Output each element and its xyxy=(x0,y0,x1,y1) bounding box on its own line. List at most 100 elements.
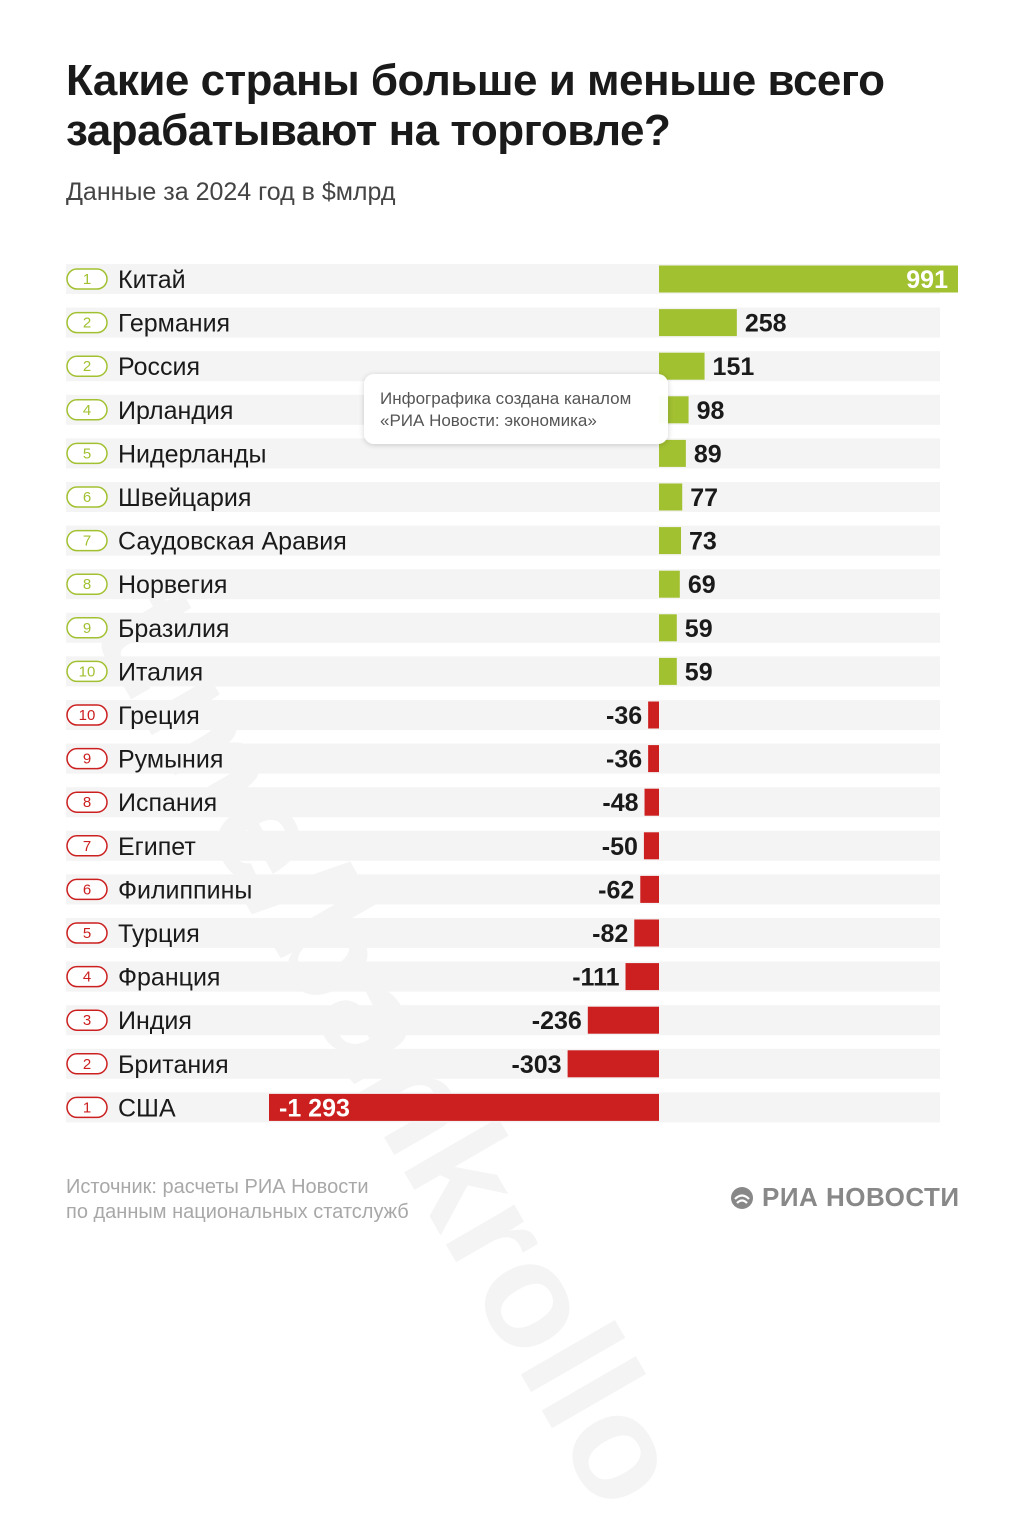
rank-badge xyxy=(66,791,108,813)
bar xyxy=(659,570,680,598)
value-label: -111 xyxy=(572,964,619,992)
bar xyxy=(659,483,683,511)
country-label: Саудовская Аравия xyxy=(118,528,347,556)
rank-badge xyxy=(66,1096,108,1119)
rank-badge xyxy=(66,1053,108,1075)
rank-number: 8 xyxy=(83,794,91,811)
bar xyxy=(640,875,659,903)
source-line-1: Источник: расчеты РИА Новости xyxy=(66,1176,369,1198)
rank-number: 2 xyxy=(83,358,91,375)
country-label: Швейцария xyxy=(118,484,251,512)
country-label: Британия xyxy=(118,1051,229,1079)
rank-number: 6 xyxy=(83,881,91,898)
rank-number: 5 xyxy=(83,925,91,942)
rank-badge xyxy=(66,704,108,726)
row-stripe xyxy=(66,830,940,861)
chart-subtitle: Данные за 2024 год в $млрд xyxy=(66,178,396,206)
source-note: Источник: расчеты РИА Новости по данным … xyxy=(66,1175,409,1225)
brand-logo[interactable]: РИА НОВОСТИ xyxy=(730,1182,960,1213)
tooltip-line-2: «РИА Новости: экономика» xyxy=(380,411,597,430)
value-label: -36 xyxy=(606,746,642,774)
rank-number: 7 xyxy=(83,533,91,550)
country-label: Бразилия xyxy=(118,615,229,643)
rank-number: 4 xyxy=(83,402,91,419)
value-label: -82 xyxy=(592,920,628,948)
bar xyxy=(659,657,677,685)
rank-badge xyxy=(66,529,108,552)
bar xyxy=(659,614,677,642)
tooltip-line-1: Инфографика создана каналом xyxy=(380,389,632,408)
country-label: Индия xyxy=(118,1007,192,1035)
value-label: 991 xyxy=(906,266,948,294)
country-label: Китай xyxy=(118,266,186,294)
rank-badge xyxy=(66,965,108,988)
rank-number: 7 xyxy=(83,838,91,855)
country-label: Испания xyxy=(118,789,217,817)
rank-badge xyxy=(66,268,108,290)
country-label: Италия xyxy=(118,658,203,686)
row-stripe xyxy=(66,569,940,600)
chart-title: Какие страны больше и меньше всего зараб… xyxy=(66,56,885,155)
rank-number: 2 xyxy=(83,1056,91,1073)
bar xyxy=(659,265,958,293)
row-stripe xyxy=(66,961,940,992)
value-label: 98 xyxy=(697,397,725,425)
rank-badge xyxy=(66,835,108,857)
rank-badge xyxy=(66,399,108,421)
value-label: 89 xyxy=(694,440,722,468)
value-label: 73 xyxy=(689,528,717,556)
row-stripe xyxy=(66,656,940,687)
bar xyxy=(634,919,659,947)
value-label: 258 xyxy=(745,310,787,338)
value-label: 69 xyxy=(688,571,716,599)
bar xyxy=(643,832,659,860)
country-label: Франция xyxy=(118,964,220,992)
rank-badge xyxy=(66,355,108,377)
country-label: Норвегия xyxy=(118,571,227,599)
row-stripe xyxy=(66,1048,940,1079)
source-line-2: по данным национальных статслужб xyxy=(66,1201,409,1223)
rank-number: 10 xyxy=(79,663,96,680)
bar xyxy=(648,701,659,729)
value-label: -303 xyxy=(512,1051,562,1079)
value-label: -62 xyxy=(598,876,634,904)
value-label: -236 xyxy=(532,1007,582,1035)
country-label: Турция xyxy=(118,920,200,948)
row-stripe xyxy=(66,743,940,774)
value-label: -48 xyxy=(602,789,638,817)
value-label: -50 xyxy=(602,833,638,861)
brand-name: РИА НОВОСТИ xyxy=(762,1182,960,1212)
row-stripe xyxy=(66,612,940,643)
country-label: Германия xyxy=(118,310,230,338)
row-stripe xyxy=(66,874,940,905)
row-stripe xyxy=(66,787,940,818)
rank-badge xyxy=(66,486,108,508)
rank-number: 4 xyxy=(83,969,91,986)
bar xyxy=(659,439,686,467)
rank-badge xyxy=(66,747,108,770)
value-label: 151 xyxy=(713,353,755,381)
rank-number: 5 xyxy=(83,445,91,462)
bar xyxy=(567,1050,659,1078)
rank-badge xyxy=(66,660,108,683)
row-stripe xyxy=(66,482,940,512)
value-label: 77 xyxy=(690,484,718,512)
rank-badge xyxy=(66,878,108,901)
bar xyxy=(269,1093,659,1121)
bar xyxy=(587,1006,659,1034)
country-label: Нидерланды xyxy=(118,440,266,468)
row-stripe xyxy=(66,1005,940,1036)
value-label: 59 xyxy=(685,658,713,686)
bar xyxy=(644,788,659,816)
country-label: Румыния xyxy=(118,746,223,774)
rank-number: 9 xyxy=(83,620,91,637)
bar xyxy=(659,309,737,337)
rank-number: 1 xyxy=(83,1099,91,1116)
rank-badge xyxy=(66,311,108,334)
rank-badge xyxy=(66,617,108,639)
ria-logo-icon xyxy=(731,1186,753,1209)
row-stripe xyxy=(66,307,940,338)
country-label: Ирландия xyxy=(118,397,233,425)
bar xyxy=(648,745,659,773)
